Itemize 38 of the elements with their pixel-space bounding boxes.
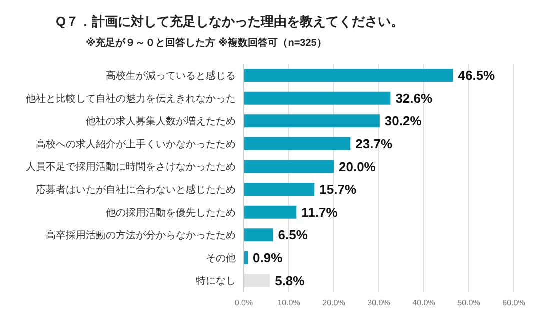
y-tick-label: 応募者はいたが自社に合わないと感じたため (36, 184, 236, 196)
chart-subtitle: ※充足が９～０と回答した方 ※複数回答可（n=325） (86, 36, 327, 50)
data-label: 20.0% (339, 159, 376, 174)
data-label: 30.2% (384, 114, 422, 129)
bar (244, 206, 297, 219)
y-tick-label: 高卒採用活動の方法が分からなかったため (46, 230, 236, 242)
bar (244, 92, 391, 105)
y-tick-label: 高校生が減っていると感じる (106, 70, 236, 82)
bar (244, 69, 454, 82)
data-label: 15.7% (320, 182, 357, 198)
x-tick-label: 40.0% (412, 298, 436, 308)
bar (244, 183, 315, 196)
x-tick-label: 60.0% (502, 298, 526, 308)
chart-title: Q７．計画に対して充足しなかった理由を教えてください。 (56, 13, 404, 31)
y-tick-label: 他の採用活動を優先したため (106, 206, 236, 219)
data-label: 6.5% (278, 228, 308, 243)
x-tick-label: 0.0% (234, 298, 254, 308)
bar (244, 114, 380, 128)
y-tick-label: 特になし (196, 275, 236, 288)
x-tick-label: 10.0% (278, 298, 300, 308)
y-tick-label: 人員不足で採用活動に時間をさけなかったため (26, 161, 236, 174)
y-tick-label: 他社と比較して自社の魅力を伝えきれなかった (26, 92, 236, 105)
data-label: 0.9% (253, 250, 284, 266)
y-tick-label: 高校への求人紹介が上手くいかなかったため (36, 138, 236, 150)
data-label: 46.5% (458, 68, 496, 84)
x-tick-label: 50.0% (458, 298, 480, 308)
y-tick-label: 他社の求人募集人数が増えたため (86, 116, 236, 128)
bar (244, 274, 270, 288)
data-label: 32.6% (396, 90, 433, 106)
data-label: 23.7% (356, 136, 393, 152)
y-tick-label: その他 (206, 252, 236, 264)
data-label: 11.7% (302, 204, 338, 220)
x-tick-label: 20.0% (322, 298, 346, 308)
data-label: 5.8% (275, 273, 306, 288)
bar (244, 228, 274, 242)
x-tick-label: 30.0% (368, 298, 390, 308)
bar (244, 160, 334, 174)
bar (244, 137, 351, 150)
